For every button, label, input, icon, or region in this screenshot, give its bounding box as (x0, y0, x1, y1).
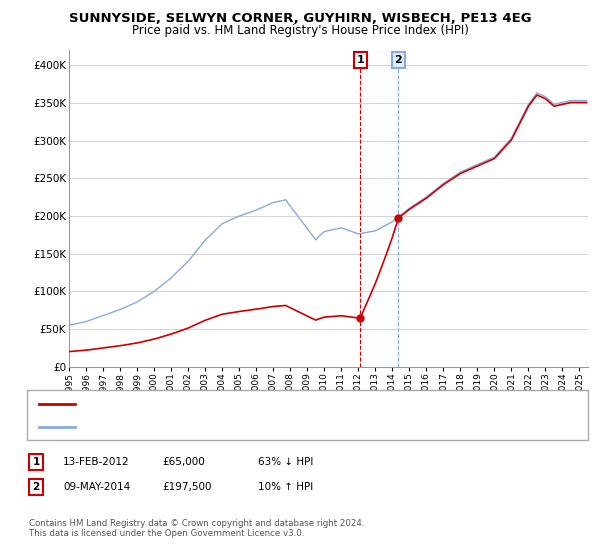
Text: This data is licensed under the Open Government Licence v3.0.: This data is licensed under the Open Gov… (29, 529, 304, 538)
Text: HPI: Average price, detached house, Fenland: HPI: Average price, detached house, Fenl… (81, 422, 305, 432)
Text: £65,000: £65,000 (162, 457, 205, 467)
Bar (361, 50, 398, 367)
Text: 10% ↑ HPI: 10% ↑ HPI (258, 482, 313, 492)
Text: Price paid vs. HM Land Registry's House Price Index (HPI): Price paid vs. HM Land Registry's House … (131, 24, 469, 36)
Text: £197,500: £197,500 (162, 482, 212, 492)
Text: Contains HM Land Registry data © Crown copyright and database right 2024.: Contains HM Land Registry data © Crown c… (29, 519, 364, 528)
Text: 1: 1 (32, 457, 40, 467)
Text: 1: 1 (356, 55, 364, 65)
Text: 2: 2 (32, 482, 40, 492)
Text: 09-MAY-2014: 09-MAY-2014 (63, 482, 130, 492)
Text: SUNNYSIDE, SELWYN CORNER, GUYHIRN, WISBECH, PE13 4EG (detached house): SUNNYSIDE, SELWYN CORNER, GUYHIRN, WISBE… (81, 399, 481, 409)
Text: 2: 2 (395, 55, 403, 65)
Text: SUNNYSIDE, SELWYN CORNER, GUYHIRN, WISBECH, PE13 4EG: SUNNYSIDE, SELWYN CORNER, GUYHIRN, WISBE… (68, 12, 532, 25)
Text: 13-FEB-2012: 13-FEB-2012 (63, 457, 130, 467)
Text: 63% ↓ HPI: 63% ↓ HPI (258, 457, 313, 467)
